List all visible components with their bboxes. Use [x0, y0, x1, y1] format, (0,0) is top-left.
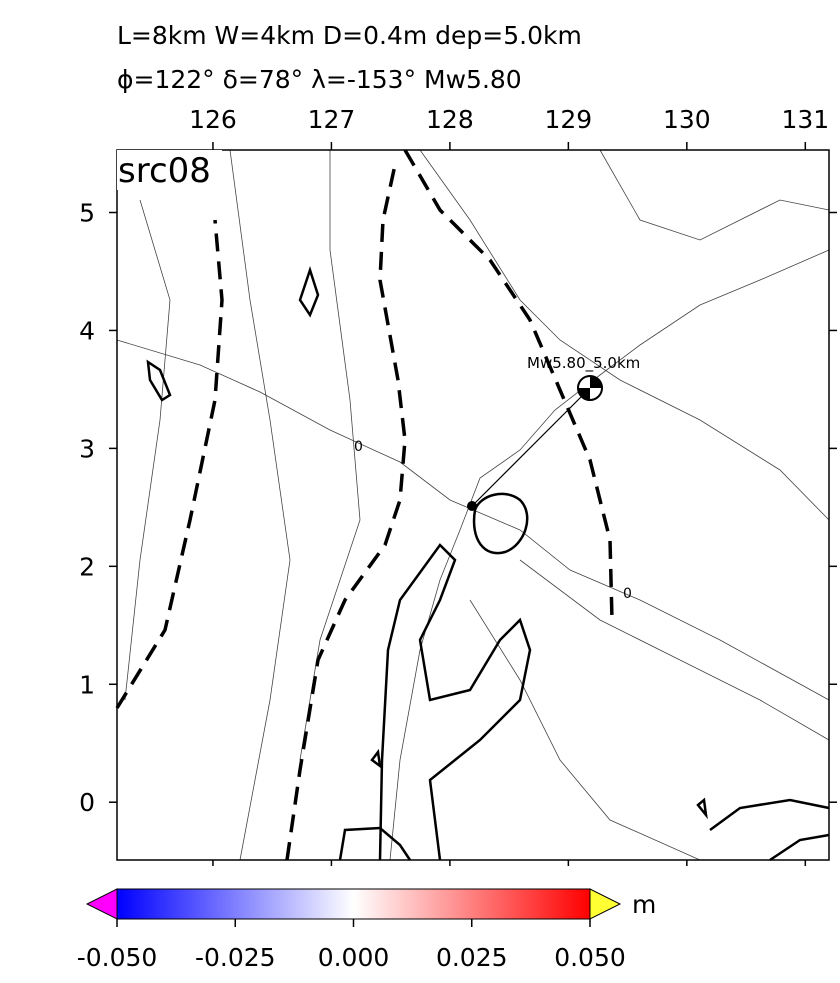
x-tick-label: 129 [545, 105, 593, 134]
colorbar-tick-label: 0.000 [318, 943, 390, 972]
title: L=8km W=4km D=0.4m dep=5.0km [117, 21, 582, 50]
subtitle: ϕ=122° δ=78° λ=-153° Mw5.80 [117, 65, 522, 94]
event-label: Mw5.80_5.0km [527, 354, 640, 373]
colorbar-tick-label: -0.025 [195, 943, 276, 972]
colorbar-unit: m [632, 890, 656, 919]
map-contours [115, 149, 830, 862]
map-frame [116, 149, 830, 861]
x-tick-label: 128 [426, 105, 474, 134]
colorbar-tick-label: 0.025 [436, 943, 508, 972]
contour-label: 0 [354, 439, 363, 455]
y-tick-label: 0 [79, 788, 95, 817]
colorbar [85, 888, 622, 920]
y-tick-label: 2 [79, 552, 95, 581]
contour-label: 0 [623, 586, 632, 602]
colorbar-tick-label: 0.050 [554, 943, 626, 972]
y-tick-label: 1 [79, 670, 95, 699]
colorbar-ramp [116, 888, 591, 920]
map-label: src08 [118, 151, 211, 191]
label-bg [117, 150, 222, 190]
y-tick-label: 5 [79, 199, 95, 228]
x-tick-label: 131 [781, 105, 829, 134]
y-tick-label: 4 [79, 316, 95, 345]
x-tick-label: 126 [189, 105, 237, 134]
x-tick-label: 130 [663, 105, 711, 134]
colorbar-tick-label: -0.050 [77, 943, 158, 972]
x-tick-label: 127 [308, 105, 356, 134]
y-tick-label: 3 [79, 434, 95, 463]
